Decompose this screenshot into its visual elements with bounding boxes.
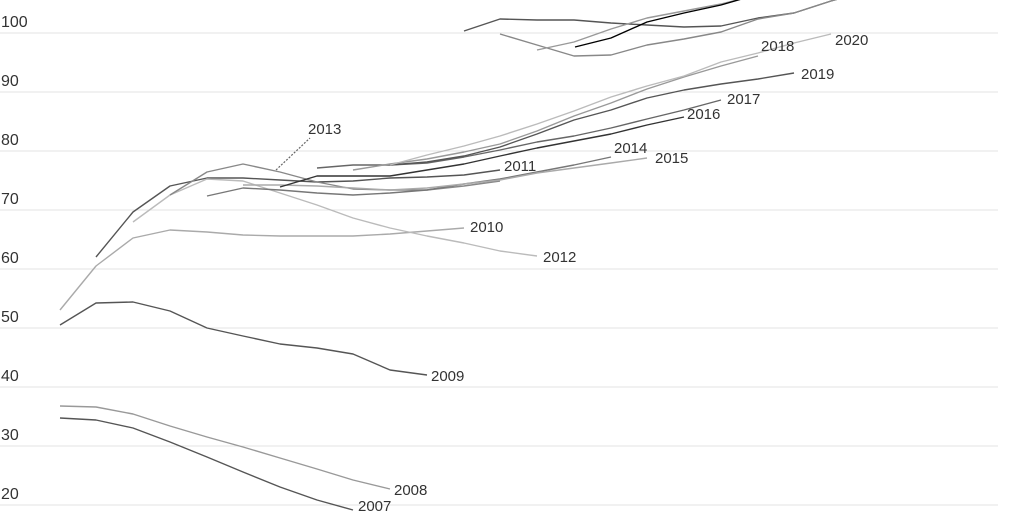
line-2020 [389, 33, 832, 166]
y-tick-70: 70 [1, 191, 19, 208]
y-tick-50: 50 [1, 309, 19, 326]
line-2015 [243, 157, 648, 191]
y-tick-100: 100 [1, 14, 28, 31]
label-2015: 2015 [655, 150, 688, 167]
y-tick-40: 40 [1, 368, 19, 385]
line-2016 [279, 116, 685, 188]
line-2019 [389, 72, 795, 166]
label-2010: 2010 [470, 219, 503, 236]
label-2011: 2011 [504, 158, 536, 175]
line-2023 [536, 0, 740, 51]
label-2020: 2020 [835, 32, 868, 49]
label-2017: 2017 [727, 91, 760, 108]
label-2014: 2014 [614, 140, 647, 157]
series-lines [59, 0, 838, 511]
line-2024 [574, 0, 741, 48]
label-2019: 2019 [801, 66, 834, 83]
line-2021 [463, 0, 838, 32]
series-labels: 2007 2008 2009 2010 2011 2012 2013 2014 … [308, 32, 868, 512]
y-tick-30: 30 [1, 427, 19, 444]
label-2008: 2008 [394, 482, 427, 499]
line-2007 [59, 417, 354, 511]
line-2012 [132, 178, 538, 257]
y-tick-60: 60 [1, 250, 19, 267]
y-tick-90: 90 [1, 73, 19, 90]
label-2013: 2013 [308, 121, 341, 138]
label-2016: 2016 [687, 106, 720, 123]
y-axis-labels: 100 90 80 70 60 50 40 30 20 [1, 14, 28, 503]
gridlines [0, 32, 998, 506]
line-2013 [169, 163, 501, 196]
line-2018 [352, 55, 759, 171]
label-2009: 2009 [431, 368, 464, 385]
label-2007: 2007 [358, 498, 391, 512]
line-2011 [95, 169, 501, 258]
label-2018: 2018 [761, 38, 794, 55]
line-2014 [206, 156, 612, 197]
label-2012: 2012 [543, 249, 576, 266]
y-tick-80: 80 [1, 132, 19, 149]
label-leaders [275, 137, 311, 171]
leader-2013 [275, 137, 311, 171]
line-2008 [59, 405, 391, 490]
line-2009 [59, 301, 428, 376]
line-2010 [59, 227, 465, 311]
line-2022 [499, 0, 838, 57]
y-tick-20: 20 [1, 486, 19, 503]
